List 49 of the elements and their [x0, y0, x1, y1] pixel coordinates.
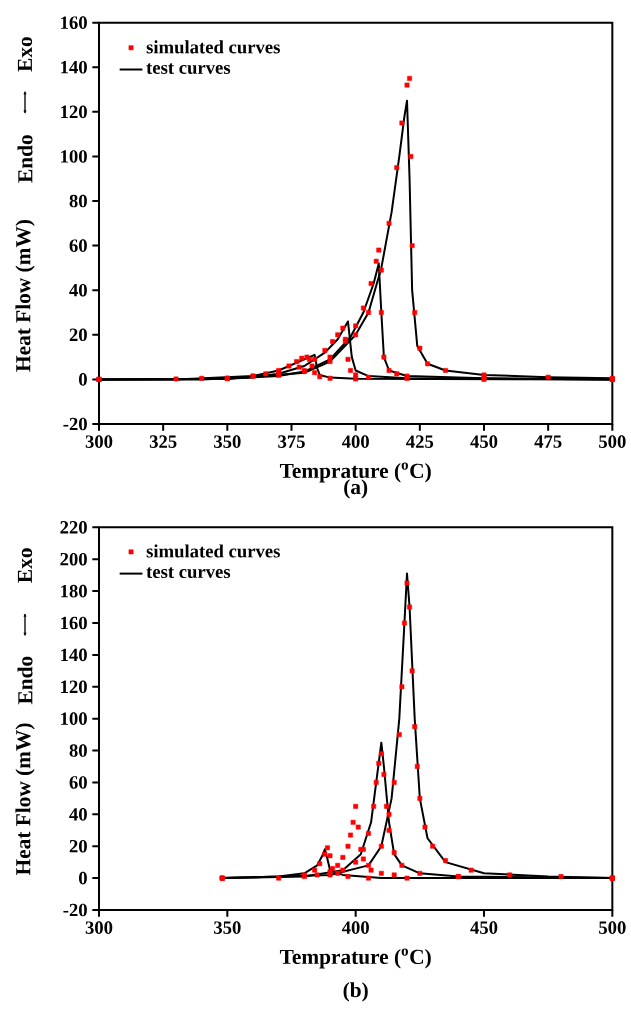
y-tick-label: 60 [69, 776, 88, 789]
y-tick-label: 160 [61, 616, 88, 630]
legend-label: test curves [146, 63, 231, 74]
y-tick-label: 40 [69, 283, 88, 297]
text: (b) [343, 982, 368, 1002]
y-tick-label: 60 [69, 239, 88, 252]
y-axis-title: Heat Flow (mW) [15, 220, 35, 372]
y-tick-label: 160 [61, 16, 88, 29]
x-tick-label: 350 [214, 921, 241, 934]
x-tick-label: 475 [534, 435, 562, 448]
y-tick-label: 20 [69, 328, 88, 342]
y-tick-label: 120 [61, 105, 88, 119]
x-tick-label: 325 [149, 435, 177, 448]
y-tick-label: 100 [61, 150, 88, 163]
y-tick-label: 20 [69, 839, 88, 853]
x-tick-label: 500 [599, 921, 626, 934]
x-tick-label: 400 [342, 921, 370, 934]
text: Exo [18, 37, 33, 72]
x-tick-label: 300 [85, 435, 113, 448]
y-tick-label: 180 [61, 584, 88, 598]
x-tick-label: 400 [342, 435, 370, 448]
y-tick-label: 80 [69, 194, 88, 208]
y-tick-label: 0 [79, 871, 88, 885]
y-axis-title: Heat Flow (mW) [15, 723, 35, 876]
x-tick-label: 350 [214, 435, 241, 448]
y-tick-label: 40 [69, 808, 88, 821]
text: Endo [17, 135, 33, 183]
x-tick-label: 375 [278, 435, 305, 448]
y-tick-label: -20 [63, 417, 88, 431]
y-tick-label: 0 [79, 373, 88, 386]
y-tick-label: 80 [69, 744, 88, 757]
legend-label: simulated curves [146, 544, 281, 558]
x-tick-label: 425 [406, 435, 434, 448]
y-tick-label: 220 [60, 521, 88, 534]
y-tick-label: 100 [61, 712, 88, 725]
y-tick-label: 140 [61, 648, 88, 662]
x-axis-title: Temprature ($^{o}$C) [280, 948, 431, 969]
legend-label: test curves [146, 567, 231, 579]
x-tick-label: 450 [470, 435, 498, 448]
text: Exo [18, 548, 33, 583]
y-tick-label: -20 [63, 903, 88, 917]
y-tick-label: 200 [60, 552, 88, 566]
legend-label: simulated curves [146, 40, 281, 54]
text: Endo [17, 656, 33, 705]
x-tick-label: 300 [85, 921, 113, 934]
y-tick-label: 120 [61, 680, 88, 694]
y-tick-label: 140 [61, 60, 88, 74]
x-tick-label: 500 [599, 435, 626, 448]
x-tick-label: 450 [470, 921, 498, 934]
